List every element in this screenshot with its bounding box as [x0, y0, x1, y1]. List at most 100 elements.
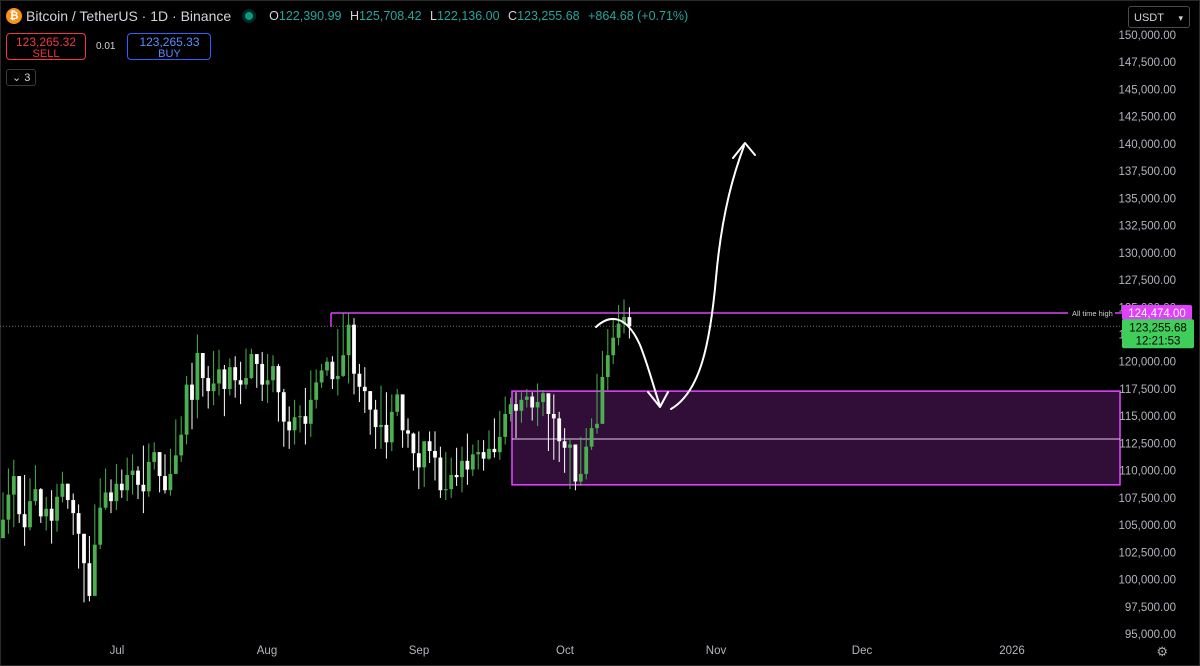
- candle: [438, 446, 443, 498]
- candle: [605, 329, 610, 391]
- candle-body: [119, 483, 124, 491]
- candle-body: [551, 414, 556, 419]
- candles-layer: [1, 299, 632, 603]
- candle-body: [557, 418, 562, 442]
- candle-body: [157, 452, 162, 477]
- candle: [319, 363, 324, 388]
- candle-body: [308, 399, 313, 424]
- candle-body: [49, 508, 54, 521]
- candle: [92, 504, 97, 596]
- candle: [449, 457, 454, 498]
- candle: [179, 416, 184, 462]
- drawn-path-arrow[interactable]: [595, 142, 756, 410]
- candle-body: [152, 452, 157, 462]
- candle-body: [352, 324, 356, 374]
- candle-body: [163, 476, 167, 491]
- candle: [244, 348, 248, 389]
- candle: [546, 393, 551, 452]
- candle: [406, 418, 410, 448]
- candle-body: [298, 416, 302, 418]
- candle-body: [168, 473, 173, 491]
- candle: [222, 364, 227, 417]
- y-tick-label: 135,000.00: [1118, 193, 1176, 205]
- candle-body: [589, 428, 594, 447]
- candle-body: [1, 519, 5, 539]
- candle: [551, 394, 556, 460]
- candle-body: [227, 367, 232, 389]
- candle: [276, 363, 281, 422]
- candle-body: [465, 460, 470, 470]
- candle-body: [330, 361, 335, 380]
- y-tick-label: 112,500.00: [1119, 438, 1176, 450]
- candle: [141, 445, 146, 514]
- candle-body: [109, 492, 113, 502]
- candle-body: [568, 444, 572, 448]
- candle: [557, 411, 562, 462]
- candle-body: [600, 376, 605, 424]
- y-tick-label: 140,000.00: [1118, 139, 1176, 151]
- candle: [227, 358, 232, 396]
- y-tick-label: 107,500.00: [1118, 493, 1176, 505]
- ath-price-tag: 124,474.00: [1122, 305, 1192, 321]
- candle-body: [508, 404, 513, 415]
- candle-body: [341, 355, 346, 376]
- sell-button[interactable]: 123,265.32 SELL: [6, 33, 86, 60]
- settings-gear-icon[interactable]: ⚙: [1156, 644, 1168, 659]
- indicators-toggle[interactable]: ⌄ 3: [6, 69, 37, 86]
- candle-body: [562, 441, 567, 448]
- candle: [346, 313, 351, 384]
- y-tick-label: 97,500.00: [1125, 602, 1176, 614]
- candle-body: [179, 434, 184, 456]
- symbol-title[interactable]: Bitcoin / TetherUS · 1D · Binance: [26, 8, 232, 24]
- candle: [168, 448, 173, 496]
- candle-body: [130, 470, 135, 475]
- candle: [611, 319, 616, 364]
- candle-body: [82, 533, 86, 564]
- current-price-text: 123,255.68: [1129, 322, 1187, 334]
- candle: [589, 418, 594, 450]
- chevron-down-icon: ▾: [1178, 13, 1183, 23]
- candle: [76, 504, 81, 569]
- currency-select[interactable]: USDT ▾: [1128, 6, 1190, 28]
- candle-body: [487, 448, 491, 459]
- drawn-arrow-layer: [595, 142, 756, 410]
- candle: [503, 396, 508, 445]
- candle-body: [200, 353, 205, 379]
- candle: [1, 492, 5, 539]
- candle: [422, 441, 427, 487]
- candle-body: [470, 454, 475, 470]
- candle-body: [211, 383, 216, 392]
- candle-body: [573, 444, 578, 482]
- candle-body: [173, 455, 178, 474]
- y-tick-label: 105,000.00: [1118, 520, 1176, 532]
- candle-body: [260, 363, 265, 385]
- candle-body: [184, 384, 189, 435]
- candle-body: [389, 411, 394, 443]
- candle: [109, 479, 113, 514]
- buy-button[interactable]: 123,265.33 BUY: [127, 33, 212, 60]
- candle: [373, 399, 378, 449]
- candle: [443, 452, 448, 501]
- candle: [163, 454, 167, 494]
- y-tick-label: 95,000.00: [1125, 629, 1176, 641]
- candle: [357, 363, 362, 403]
- candle: [379, 385, 383, 449]
- candle-body: [146, 461, 151, 492]
- candle: [38, 488, 43, 523]
- candle: [562, 428, 567, 473]
- candle: [254, 354, 259, 388]
- candle: [6, 468, 11, 534]
- candle: [217, 349, 221, 396]
- spread-value: 0.01: [96, 41, 116, 52]
- candle: [55, 483, 59, 532]
- candle-body: [217, 369, 221, 384]
- candle: [233, 356, 238, 398]
- candle-body: [60, 483, 65, 497]
- candle: [416, 431, 421, 490]
- candle-body: [325, 361, 329, 371]
- candle: [98, 478, 103, 550]
- candle: [298, 405, 302, 433]
- candle-body: [17, 476, 22, 515]
- candle-body: [605, 355, 610, 377]
